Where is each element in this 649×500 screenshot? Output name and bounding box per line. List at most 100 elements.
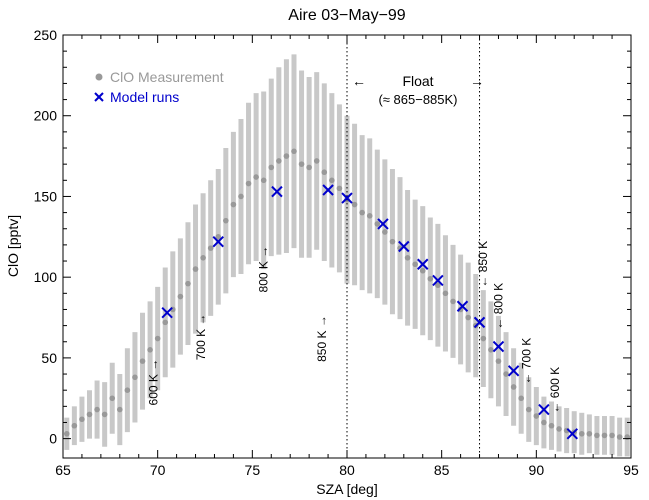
y-tick-label: 200 [34,108,58,124]
measurement-point [374,221,381,227]
x-tick-label: 85 [434,462,450,478]
model-point [377,218,389,230]
altitude-label: ← 600 K [548,367,562,414]
x-tick-label: 70 [150,462,166,478]
annotations: 600 K → 700 K → 800 K → 850 K → ← 850 K← 800… [147,241,562,414]
float-label: Float [402,73,433,89]
measurement-point [351,201,358,208]
x-tick-label: 65 [55,462,71,478]
model-point [456,300,469,312]
model-point [538,403,550,416]
measurement-point [616,434,623,440]
x-tick-label: 80 [339,462,355,478]
measurement-point [298,161,305,167]
model-point [271,185,283,198]
axes: 65 70 75 80 85 90 95 0 50 100 150 200 250 [34,27,639,478]
float-left-arrow: ← [352,73,366,89]
measurement-point [185,280,191,287]
measurement-point [306,164,312,171]
measurement-point [154,335,161,342]
measurement-point [215,234,222,240]
measurement-point [578,430,585,437]
measurement-point [594,432,600,439]
legend-model-marker [94,92,104,102]
measurement-point [609,432,615,439]
legend: ClO Measurement Model runs [94,69,224,105]
measurement-point [404,255,411,261]
measurement-point [223,217,229,224]
model-point [432,274,444,287]
measurement-point [548,422,555,429]
measurement-point [556,426,562,432]
model-point [492,340,505,353]
measurement-point [63,430,70,437]
model-point [322,184,334,196]
altitude-label: ← 850 K [476,241,490,288]
measurement-point [586,430,593,437]
measurement-point [525,406,532,413]
x-tick-label: 90 [529,462,545,478]
x-axis-label: SZA [deg] [316,481,377,497]
y-tick-label: 50 [41,350,57,366]
legend-model-label: Model runs [110,89,179,105]
measurement-point [291,148,297,155]
measurement-point [435,282,441,289]
measurement-point [366,213,373,219]
measurement-point [101,411,108,418]
model-point [417,258,429,270]
measurement-point [313,158,320,164]
measurement-point [71,422,78,429]
altitude-label: 800 K → [256,246,270,293]
legend-measurement-marker [95,73,103,81]
measurement-point [601,432,608,439]
measurement-point [260,177,267,184]
measurement-point [389,238,396,245]
y-axis-label: ClO [pptv] [5,215,21,277]
model-markers [161,184,579,440]
measurement-point [124,387,131,393]
altitude-label: 700 K → [194,314,208,361]
altitude-label: ← 800 K [491,283,505,330]
measurement-point [132,374,138,381]
float-right-arrow: → [470,73,484,89]
measurement-point [488,347,494,353]
y-tick-label: 250 [34,27,58,43]
measurement-point [503,371,509,377]
measurement-point [86,411,93,418]
measurement-point [207,245,214,251]
model-point [398,240,410,253]
measurement-point [329,177,335,184]
measurement-point [79,416,85,423]
measurement-point [419,267,426,274]
measurement-point [510,384,517,390]
measurement-point [245,180,252,187]
measurement-point [465,314,471,321]
measurement-point [321,169,328,176]
measurement-point [253,174,259,180]
model-point [161,306,173,319]
y-tick-label: 0 [49,431,57,447]
x-tick-label: 95 [623,462,639,478]
y-tick-label: 100 [34,269,58,285]
measurement-point [177,293,184,300]
measurement-point [283,153,290,159]
measurement-point [94,406,100,413]
measurement-point [382,229,388,235]
legend-measurement-label: ClO Measurement [110,69,224,85]
measurement-point [192,266,199,272]
model-point [566,428,579,440]
measurement-point [480,335,487,342]
measurement-point [518,395,524,402]
model-point [341,192,353,204]
altitude-label: 600 K → [147,359,161,406]
measurement-point [109,395,116,402]
measurement-point [450,298,456,305]
measurement-point [412,261,418,268]
measurement-point [268,164,275,171]
measurement-point [147,347,153,353]
measurement-point [162,319,169,326]
y-tick-label: 150 [34,188,58,204]
measurement-point [427,275,434,282]
measurement-point [117,406,123,413]
